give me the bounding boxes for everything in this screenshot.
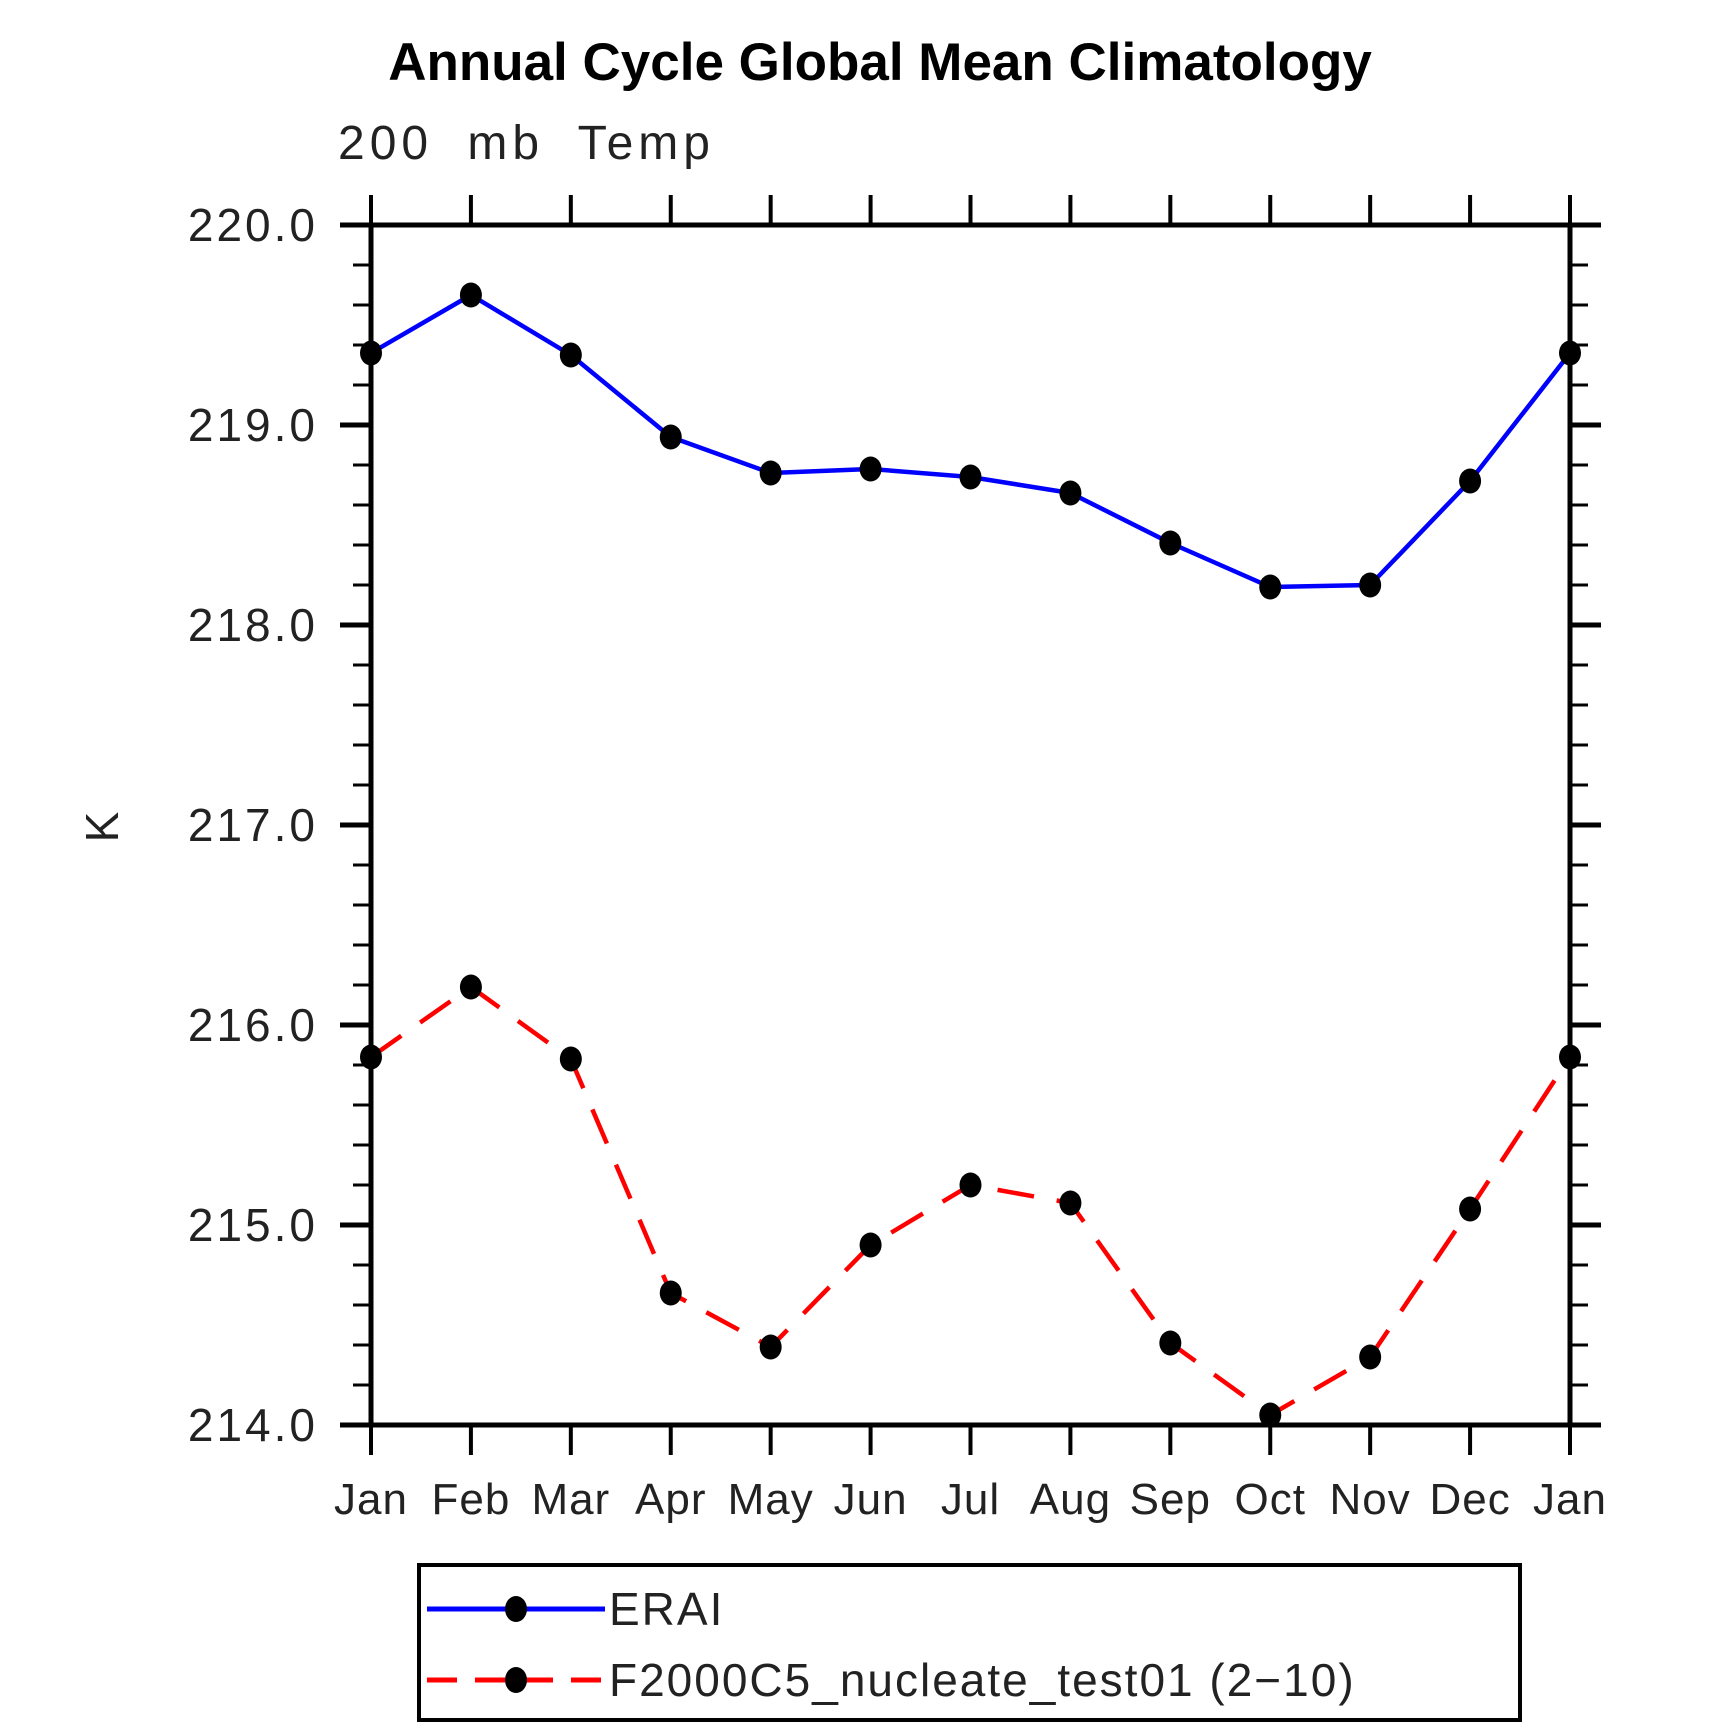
data-point-marker — [1159, 1330, 1182, 1356]
y-axis-tick-label: 214.0 — [188, 1399, 318, 1451]
legend-label-model: F2000C5_nucleate_test01 (2−10) — [609, 1654, 1356, 1706]
data-point-marker — [1259, 574, 1282, 600]
y-axis-tick-label: 217.0 — [188, 799, 318, 851]
data-point-marker — [859, 1232, 882, 1258]
x-axis-tick-label: Jul — [941, 1475, 1000, 1524]
x-axis-tick-label: May — [728, 1475, 814, 1524]
data-point-marker — [459, 974, 482, 1000]
data-point-marker — [759, 460, 782, 486]
data-point-marker — [1559, 1044, 1581, 1070]
data-point-marker — [659, 1280, 682, 1306]
x-axis-tick-label: Oct — [1235, 1475, 1306, 1524]
legend-marker-icon — [505, 1596, 527, 1622]
data-point-marker — [1359, 1344, 1382, 1370]
data-point-marker — [1259, 1402, 1282, 1428]
legend-marker-icon — [505, 1667, 527, 1693]
x-axis-tick-label: Dec — [1429, 1475, 1510, 1524]
y-axis-tick-label: 219.0 — [188, 399, 318, 451]
data-point-marker — [659, 424, 682, 450]
data-point-marker — [1459, 468, 1482, 494]
data-point-marker — [360, 1044, 382, 1070]
data-point-marker — [559, 1046, 582, 1072]
data-point-marker — [859, 456, 882, 482]
chart-title: Annual Cycle Global Mean Climatology — [388, 33, 1372, 92]
x-axis-tick-label: Jun — [834, 1475, 908, 1524]
x-axis-tick-label: Nov — [1330, 1475, 1411, 1524]
plot-frame — [368, 222, 1573, 1428]
data-point-marker — [959, 464, 982, 490]
x-axis-tick-label: Feb — [432, 1475, 511, 1524]
data-point-marker — [1359, 572, 1382, 598]
x-axis-tick-label: Jan — [334, 1475, 408, 1524]
legend: ERAI F2000C5_nucleate_test01 (2−10) — [417, 1563, 1522, 1722]
data-point-marker — [1459, 1196, 1482, 1222]
y-axis-tick-label: 220.0 — [188, 199, 318, 251]
data-point-marker — [559, 342, 582, 368]
erai-series-line — [369, 292, 1572, 590]
data-point-marker — [1059, 480, 1082, 506]
legend-sample-solid-line — [427, 1596, 605, 1622]
legend-item-model: F2000C5_nucleate_test01 (2−10) — [423, 1652, 1356, 1708]
data-point-marker — [360, 340, 382, 366]
y-axis-tick-label: 216.0 — [188, 999, 318, 1051]
x-axis-tick-label: Mar — [531, 1475, 610, 1524]
model-series-line — [369, 984, 1572, 1418]
legend-sample-dashed-line — [427, 1667, 605, 1693]
x-axis-tick-label: Apr — [635, 1475, 706, 1524]
data-point-marker — [1059, 1190, 1082, 1216]
chart-subtitle: 200 mb Temp — [338, 117, 715, 170]
y-axis-tick-label: 215.0 — [188, 1199, 318, 1251]
legend-item-erai: ERAI — [423, 1581, 724, 1637]
x-axis-tick-label: Jan — [1533, 1475, 1607, 1524]
x-axis-tick-label: Sep — [1130, 1475, 1211, 1524]
data-point-marker — [1559, 340, 1581, 366]
y-axis-tick-label: 218.0 — [188, 599, 318, 651]
data-point-marker — [459, 282, 482, 308]
legend-label-erai: ERAI — [609, 1583, 725, 1635]
x-axis-tick-label: Aug — [1030, 1475, 1111, 1524]
data-point-marker — [759, 1334, 782, 1360]
data-point-marker — [959, 1172, 982, 1198]
data-point-marker — [1159, 530, 1182, 556]
